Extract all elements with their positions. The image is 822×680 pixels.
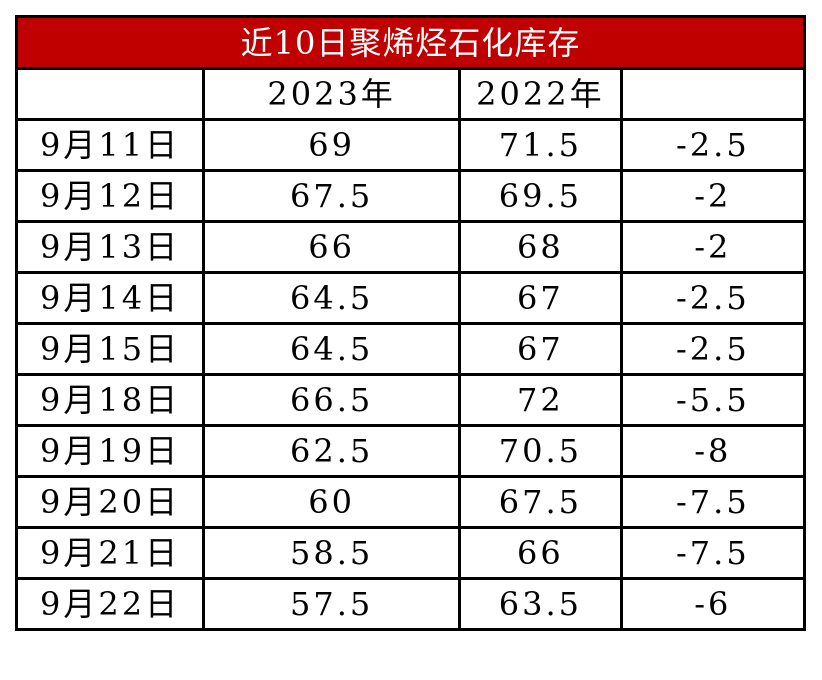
table-row: 9月13日 66 68 -2	[14, 220, 807, 274]
table-row: 9月18日 66.5 72 -5.5	[14, 373, 807, 427]
value-2022-cell: 71.5	[458, 118, 623, 172]
header-cell-2022: 2022年	[458, 67, 623, 121]
value-2023-cell: 69	[202, 118, 462, 172]
value-2023-cell: 64.5	[202, 271, 462, 325]
date-cell: 9月15日	[14, 322, 206, 376]
date-cell: 9月22日	[14, 577, 206, 631]
difference-cell: -7.5	[619, 526, 807, 580]
difference-cell: -5.5	[619, 373, 807, 427]
value-2023-cell: 67.5	[202, 169, 462, 223]
date-cell: 9月13日	[14, 220, 206, 274]
date-cell: 9月18日	[14, 373, 206, 427]
inventory-table: 近10日聚烯烃石化库存 2023年 2022年 9月11日 69 71.5 -2.5 9…	[14, 15, 807, 631]
value-2022-cell: 69.5	[458, 169, 623, 223]
value-2022-cell: 66	[458, 526, 623, 580]
header-cell-2023: 2023年	[202, 67, 462, 121]
table-row: 9月21日 58.5 66 -7.5	[14, 526, 807, 580]
value-2023-cell: 66	[202, 220, 462, 274]
value-2022-cell: 67.5	[458, 475, 623, 529]
value-2022-cell: 68	[458, 220, 623, 274]
table-row: 9月22日 57.5 63.5 -6	[14, 577, 807, 631]
value-2023-cell: 62.5	[202, 424, 462, 478]
value-2023-cell: 66.5	[202, 373, 462, 427]
difference-cell: -7.5	[619, 475, 807, 529]
date-cell: 9月12日	[14, 169, 206, 223]
header-cell-date	[14, 67, 206, 121]
date-cell: 9月20日	[14, 475, 206, 529]
value-2023-cell: 58.5	[202, 526, 462, 580]
table-row: 9月11日 69 71.5 -2.5	[14, 118, 807, 172]
value-2022-cell: 70.5	[458, 424, 623, 478]
table-row: 9月20日 60 67.5 -7.5	[14, 475, 807, 529]
difference-cell: -2.5	[619, 322, 807, 376]
difference-cell: -8	[619, 424, 807, 478]
header-cell-diff	[619, 67, 807, 121]
table-row: 9月15日 64.5 67 -2.5	[14, 322, 807, 376]
date-cell: 9月21日	[14, 526, 206, 580]
value-2022-cell: 67	[458, 271, 623, 325]
value-2023-cell: 57.5	[202, 577, 462, 631]
difference-cell: -2.5	[619, 118, 807, 172]
value-2022-cell: 67	[458, 322, 623, 376]
value-2022-cell: 63.5	[458, 577, 623, 631]
difference-cell: -2.5	[619, 271, 807, 325]
date-cell: 9月19日	[14, 424, 206, 478]
value-2023-cell: 64.5	[202, 322, 462, 376]
header-row: 2023年 2022年	[14, 67, 807, 121]
date-cell: 9月14日	[14, 271, 206, 325]
value-2022-cell: 72	[458, 373, 623, 427]
table-title: 近10日聚烯烃石化库存	[15, 15, 806, 70]
difference-cell: -2	[619, 169, 807, 223]
date-cell: 9月11日	[14, 118, 206, 172]
difference-cell: -6	[619, 577, 807, 631]
table-row: 9月12日 67.5 69.5 -2	[14, 169, 807, 223]
title-row: 近10日聚烯烃石化库存	[15, 15, 806, 70]
table-row: 9月14日 64.5 67 -2.5	[14, 271, 807, 325]
table-row: 9月19日 62.5 70.5 -8	[14, 424, 807, 478]
value-2023-cell: 60	[202, 475, 462, 529]
difference-cell: -2	[619, 220, 807, 274]
